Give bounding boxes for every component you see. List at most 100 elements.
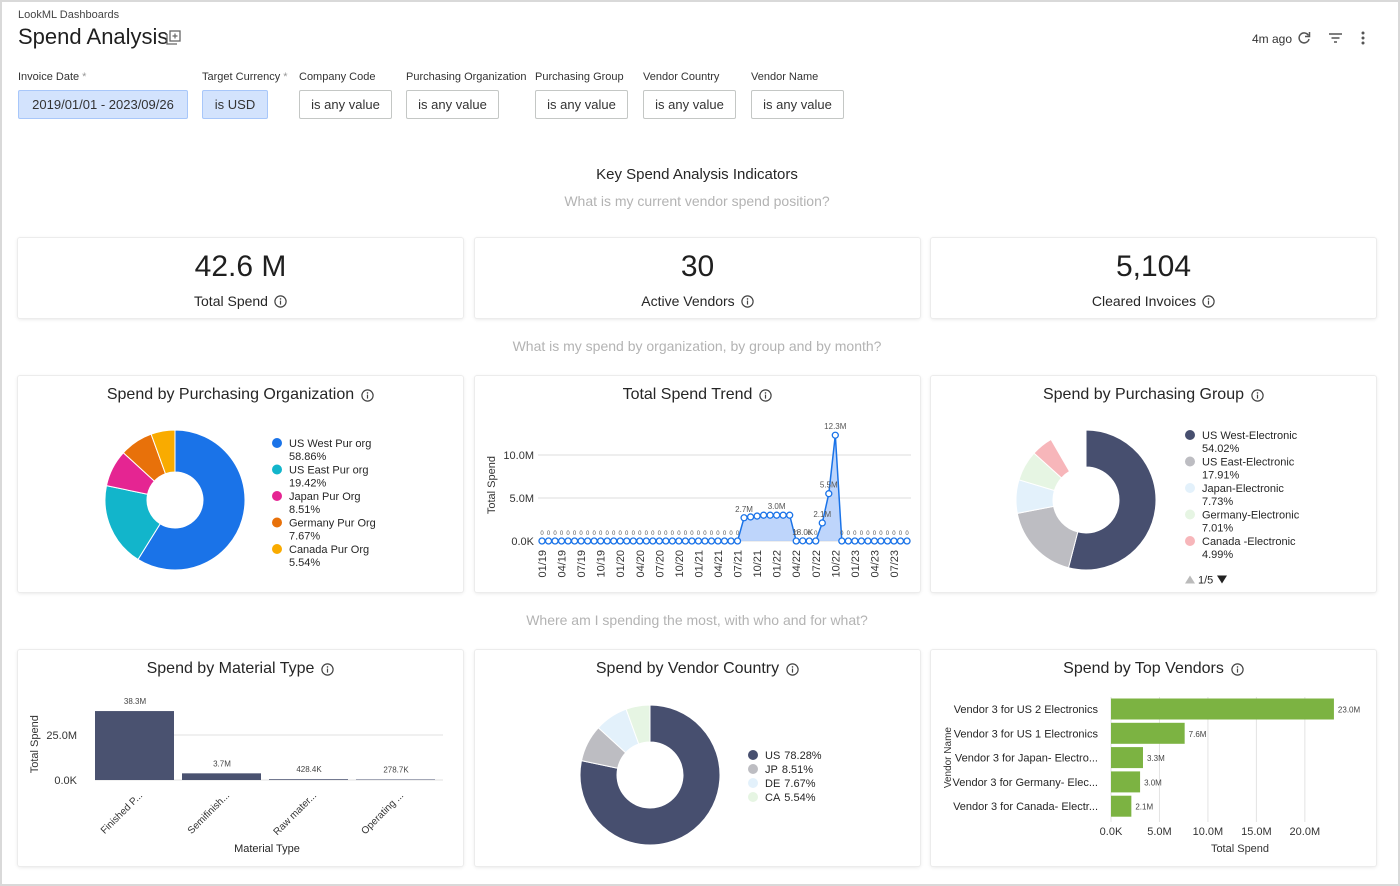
data-label: 0 bbox=[899, 531, 903, 537]
point bbox=[792, 537, 800, 545]
x-tick-label: 07/22 bbox=[811, 550, 823, 578]
donut-slice bbox=[1067, 429, 1157, 571]
chart-card: US West Pur org 58.86% US East Pur org 19.4… bbox=[18, 376, 463, 592]
data-label: 0 bbox=[645, 531, 649, 537]
info-icon[interactable] bbox=[1231, 662, 1244, 676]
filter-chip[interactable]: is USD bbox=[202, 90, 268, 119]
data-label: 0 bbox=[625, 531, 629, 537]
point bbox=[694, 537, 703, 545]
point bbox=[772, 511, 781, 519]
legend-value: 17.91% bbox=[1202, 470, 1240, 482]
info-icon[interactable] bbox=[361, 388, 374, 402]
breadcrumb[interactable]: LookML Dashboards bbox=[18, 9, 120, 21]
legend-entry: CA 5.54% bbox=[765, 792, 816, 804]
data-label: 0 bbox=[697, 531, 701, 537]
kpi-label-text: Cleared Invoices bbox=[1091, 293, 1197, 309]
point bbox=[570, 537, 579, 545]
filter-chip[interactable]: is any value bbox=[643, 90, 736, 119]
info-icon[interactable] bbox=[274, 294, 287, 308]
data-label: 0 bbox=[886, 531, 890, 537]
filter-chip[interactable]: is any value bbox=[535, 90, 628, 119]
info-icon[interactable] bbox=[740, 294, 754, 308]
point bbox=[870, 537, 879, 545]
pager-prev bbox=[1185, 575, 1195, 584]
y-tick-label: Vendor 3 for Japan- Electro... bbox=[955, 753, 1098, 765]
menu-icon[interactable] bbox=[1360, 31, 1366, 45]
data-label: 0 bbox=[690, 531, 694, 537]
data-label: 0 bbox=[847, 531, 851, 537]
point bbox=[603, 537, 611, 545]
info-icon[interactable] bbox=[321, 662, 335, 676]
legend-swatch bbox=[272, 544, 282, 554]
data-label: 0 bbox=[808, 531, 812, 537]
chart-title: Spend by Purchasing Group bbox=[931, 386, 1376, 404]
point bbox=[825, 490, 833, 498]
y-axis-label: Total Spend bbox=[486, 456, 498, 514]
copy-icon[interactable] bbox=[166, 30, 181, 45]
y-tick-label: 5.0M bbox=[510, 493, 534, 505]
refresh-icon[interactable] bbox=[1297, 31, 1311, 45]
chart-card: 0.0K 5.0M 10.0M Total Spend 0 0 0 0 0 0 0 0 0 0 0 0 0 0 0 0… bbox=[475, 376, 920, 592]
filter-chip[interactable]: 2019/01/01 - 2023/09/26 bbox=[18, 90, 188, 119]
data-label: 5.5M bbox=[820, 481, 838, 490]
point bbox=[857, 537, 866, 545]
data-label: 278.7K bbox=[383, 765, 409, 774]
chart: US 78.28%JP 8.51%DE 7.67%CA 5.54% bbox=[579, 704, 822, 846]
x-tick-label: 10/21 bbox=[752, 550, 764, 578]
data-label: 0 bbox=[905, 531, 909, 537]
filter-label: Purchasing Organization bbox=[406, 71, 526, 83]
chart-title-text: Total Spend Trend bbox=[622, 386, 753, 403]
kpi-value: 5,104 bbox=[1115, 250, 1192, 283]
point bbox=[720, 537, 729, 545]
point bbox=[583, 537, 592, 545]
data-label: 0 bbox=[540, 531, 544, 537]
filter-label-text: Target Currency bbox=[202, 71, 281, 83]
info-icon[interactable] bbox=[759, 388, 773, 402]
point bbox=[812, 537, 820, 545]
info-icon[interactable] bbox=[1251, 388, 1264, 402]
data-label: 0 bbox=[879, 531, 883, 537]
section-heading: What is my spend by organization, by gro… bbox=[512, 338, 882, 354]
donut-slice bbox=[625, 704, 651, 745]
data-label: 3.3M bbox=[1147, 754, 1165, 763]
point bbox=[668, 537, 677, 545]
filter-label-text: Company Code bbox=[299, 71, 376, 83]
legend-value: 19.42% bbox=[289, 478, 327, 490]
last-updated: 4m ago bbox=[1252, 32, 1293, 46]
donut-slice bbox=[1033, 438, 1071, 479]
chart-card: 0.0K 5.0M 10.0M 15.0M 20.0M Vendor 3 for US 2… bbox=[931, 650, 1376, 866]
bar bbox=[1111, 698, 1334, 720]
point bbox=[877, 537, 885, 545]
filter-chip[interactable]: is any value bbox=[299, 90, 392, 119]
data-label: 0 bbox=[619, 531, 623, 537]
legend-value: 58.86% bbox=[289, 451, 327, 463]
bar bbox=[1111, 747, 1143, 769]
legend-label: Germany-Electronic bbox=[1202, 510, 1300, 522]
legend-value: 54.02% bbox=[1202, 443, 1240, 455]
point bbox=[597, 537, 605, 545]
x-tick-label: 07/20 bbox=[654, 550, 666, 578]
point bbox=[740, 514, 748, 522]
donut-slice bbox=[1016, 505, 1079, 569]
y-axis-label: Total Spend bbox=[29, 715, 41, 773]
filter-chip[interactable]: is any value bbox=[751, 90, 844, 119]
kpi-value: 30 bbox=[680, 250, 715, 283]
filter-chip[interactable]: is any value bbox=[406, 90, 499, 119]
info-icon[interactable] bbox=[1202, 294, 1215, 308]
y-tick-label: Vendor 3 for US 1 Electronics bbox=[954, 728, 1099, 740]
section-heading: What is my current vendor spend position… bbox=[564, 193, 830, 209]
bar bbox=[1111, 722, 1185, 744]
point bbox=[727, 537, 735, 545]
info-icon[interactable] bbox=[786, 662, 799, 676]
y-axis-label: Vendor Name bbox=[943, 727, 954, 789]
legend-swatch bbox=[1185, 456, 1195, 467]
chart-title-text: Spend by Top Vendors bbox=[1063, 660, 1224, 677]
data-label: 0 bbox=[566, 531, 570, 537]
y-tick-label: Vendor 3 for Germany- Elec... bbox=[952, 777, 1098, 789]
filter-icon[interactable] bbox=[1328, 32, 1343, 44]
legend-swatch bbox=[272, 491, 282, 501]
data-label: 0 bbox=[866, 531, 870, 537]
x-tick-label: 07/23 bbox=[889, 550, 901, 578]
chart-title: Spend by Material Type bbox=[18, 660, 463, 678]
